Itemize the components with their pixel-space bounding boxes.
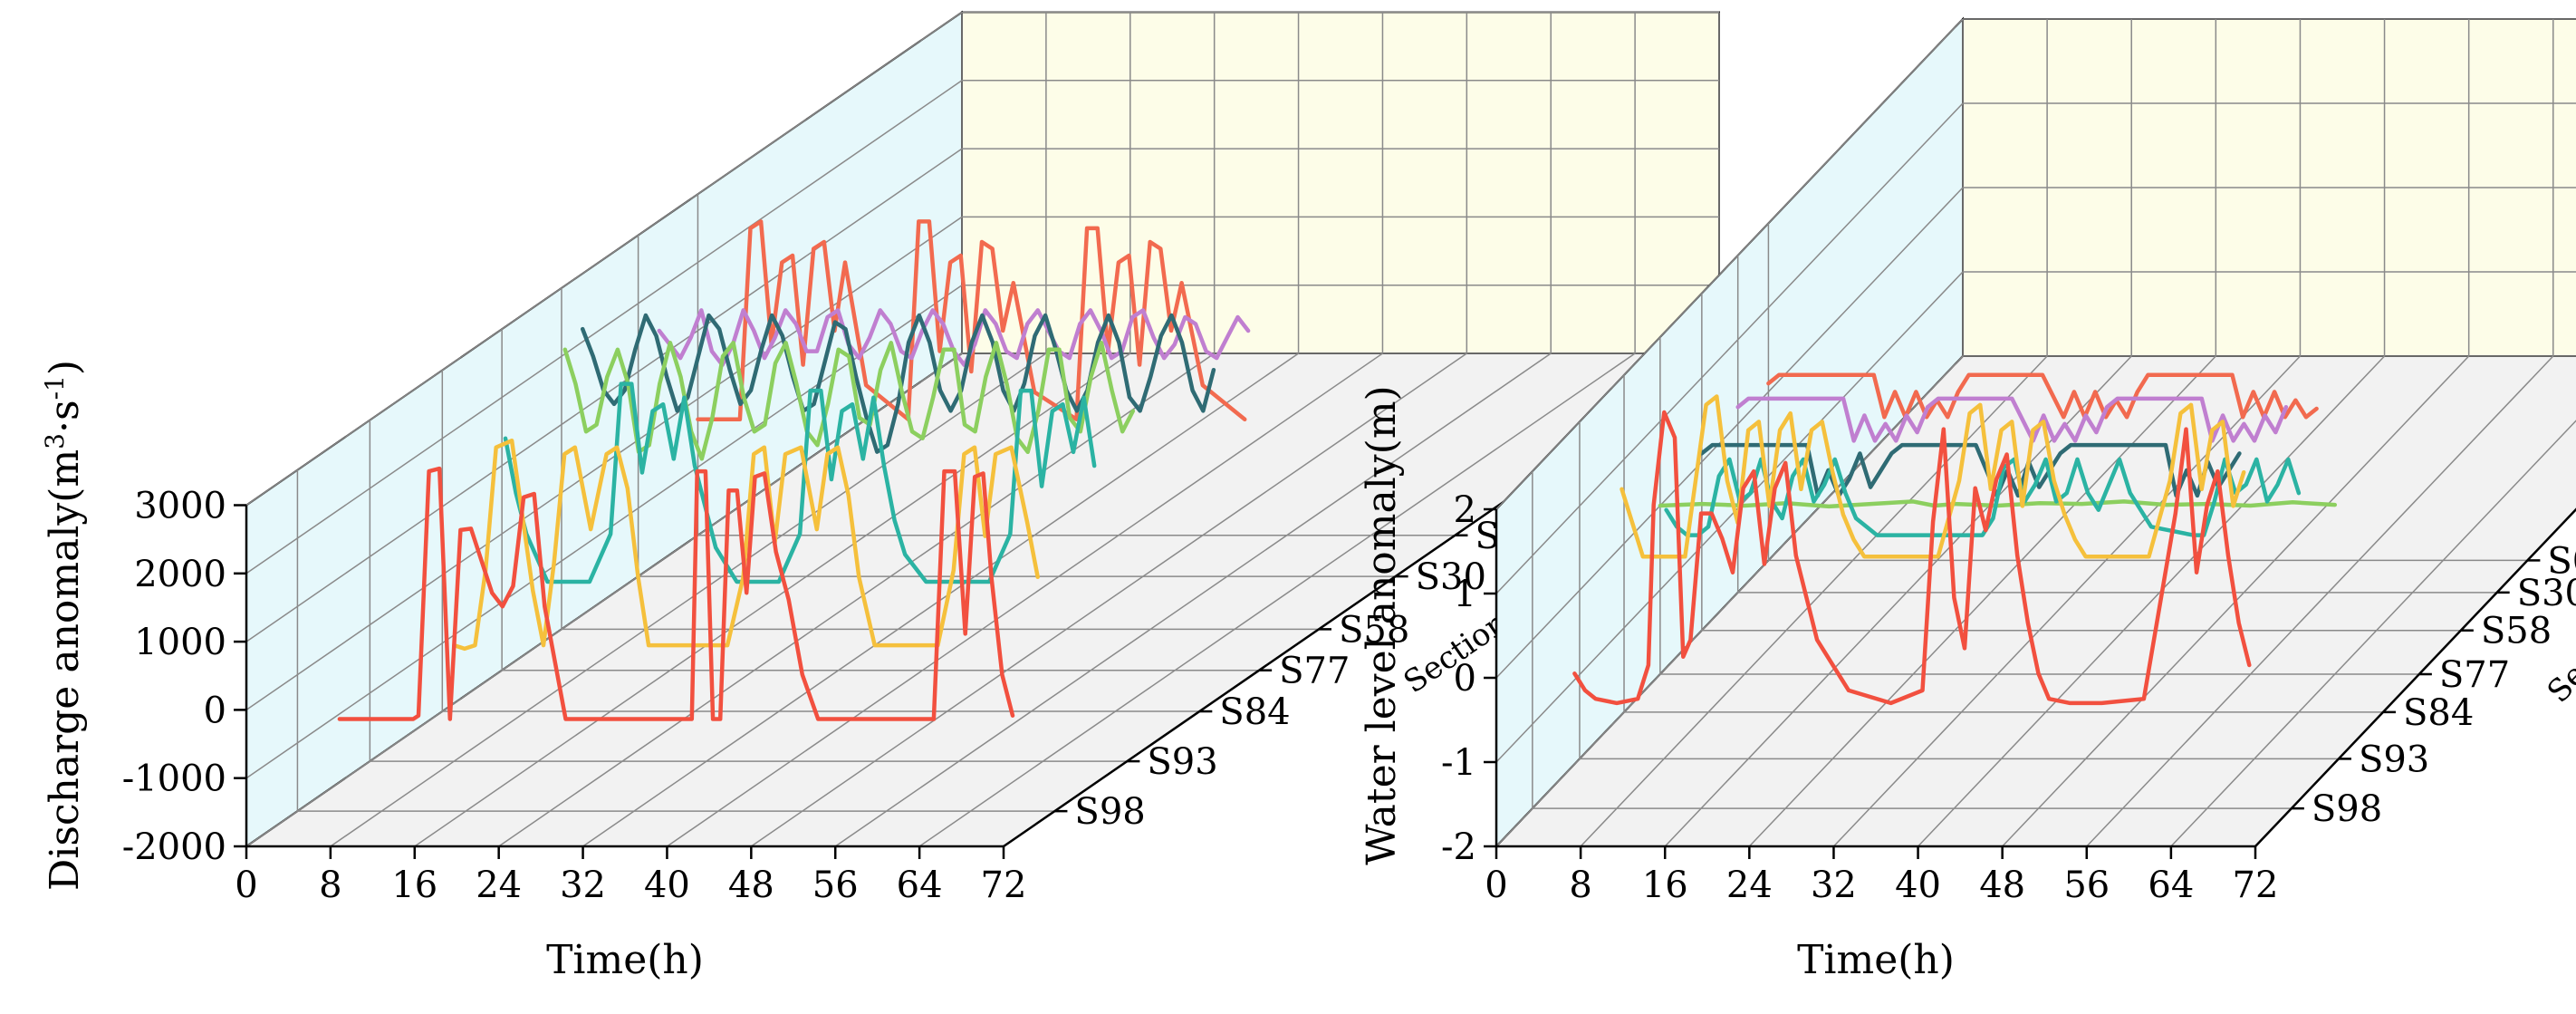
y-tick-label: -2: [1441, 826, 1476, 868]
x-tick-label: 24: [476, 864, 522, 906]
y-tick-label: 0: [1454, 658, 1476, 700]
x-tick-label: 72: [2233, 864, 2279, 906]
series-line-s01: [696, 219, 1247, 422]
section-label: S01: [2547, 540, 2576, 582]
water-level-chart: 081624324048566472-2-1012S01S30S58S77S84…: [1359, 16, 2576, 983]
series-line-s98: [1572, 410, 2252, 706]
x-tick-label: 24: [1726, 864, 1773, 906]
section-label: S77: [2439, 654, 2510, 696]
x-tick-label: 8: [1569, 864, 1591, 906]
series-line-s01: [1766, 372, 2319, 420]
section-label: S93: [2359, 739, 2429, 780]
y-tick-label: 3000: [134, 486, 226, 527]
section-label: S93: [1147, 741, 1217, 783]
x-axis-title: Time(h): [546, 937, 704, 983]
y-axis-title: Discharge anomaly(m3·s-1): [40, 360, 88, 891]
series-group: [337, 219, 1251, 721]
series-line-s58: [580, 313, 1216, 454]
series-line-s84: [1664, 457, 2302, 537]
series-line-s84: [503, 381, 1097, 584]
y-tick-label: 0: [204, 690, 226, 731]
section-label: S30: [2517, 573, 2576, 614]
x-tick-label: 0: [1485, 864, 1507, 906]
discharge-chart: 0 8 16 24 32 40 48 56 64 72 -2000 -1000 0 1000 2000 300…: [40, 10, 1723, 983]
y-tick-label: 1: [1454, 574, 1476, 615]
gridlines: [1495, 18, 2576, 847]
x-tick-label: 16: [391, 864, 437, 906]
section-label: S84: [1219, 691, 1290, 733]
x-tick-label: 48: [728, 864, 774, 906]
series-group: [1572, 372, 2338, 706]
z-axis-line: [2254, 507, 2576, 847]
series-line-s93: [1620, 394, 2246, 559]
gridlines: [245, 11, 1720, 847]
x-tick-label: 40: [1895, 864, 1941, 906]
y-tick-label: -1000: [122, 758, 226, 800]
x-tick-label: 32: [560, 864, 606, 906]
y-tick-label: 2000: [134, 554, 226, 595]
x-tick-label: 72: [981, 864, 1027, 906]
section-label: S84: [2403, 692, 2474, 734]
back-wall: [961, 11, 1720, 354]
x-tick-label: 16: [1642, 864, 1688, 906]
section-label: S98: [2312, 788, 2382, 830]
x-tick-label: 40: [644, 864, 690, 906]
y-tick-label: -1: [1441, 742, 1476, 784]
section-label: S58: [1339, 609, 1409, 651]
y-axis-title: Water level anomaly(m): [1359, 385, 1405, 864]
section-label: S30: [1416, 556, 1486, 598]
x-tick-label: 56: [2063, 864, 2110, 906]
x-tick-label: 64: [897, 864, 943, 906]
section-label: S77: [1279, 651, 1350, 692]
x-tick-label: 32: [1811, 864, 1857, 906]
section-label: S58: [2481, 611, 2552, 652]
section-label: S98: [1074, 791, 1145, 833]
x-tick-label: 56: [812, 864, 859, 906]
x-tick-label: 64: [2148, 864, 2194, 906]
series-line-s98: [337, 466, 1015, 721]
x-tick-label: 8: [319, 864, 341, 906]
x-axis-title: Time(h): [1797, 937, 1955, 983]
y-tick-label: -2000: [122, 826, 226, 868]
y-tick-label: 2: [1454, 489, 1476, 531]
series-line-s77: [562, 341, 1136, 461]
series-line-s93: [452, 438, 1040, 652]
x-tick-label: 0: [235, 864, 257, 906]
x-tick-label: 48: [1979, 864, 2025, 906]
y-tick-label: 1000: [134, 622, 226, 663]
